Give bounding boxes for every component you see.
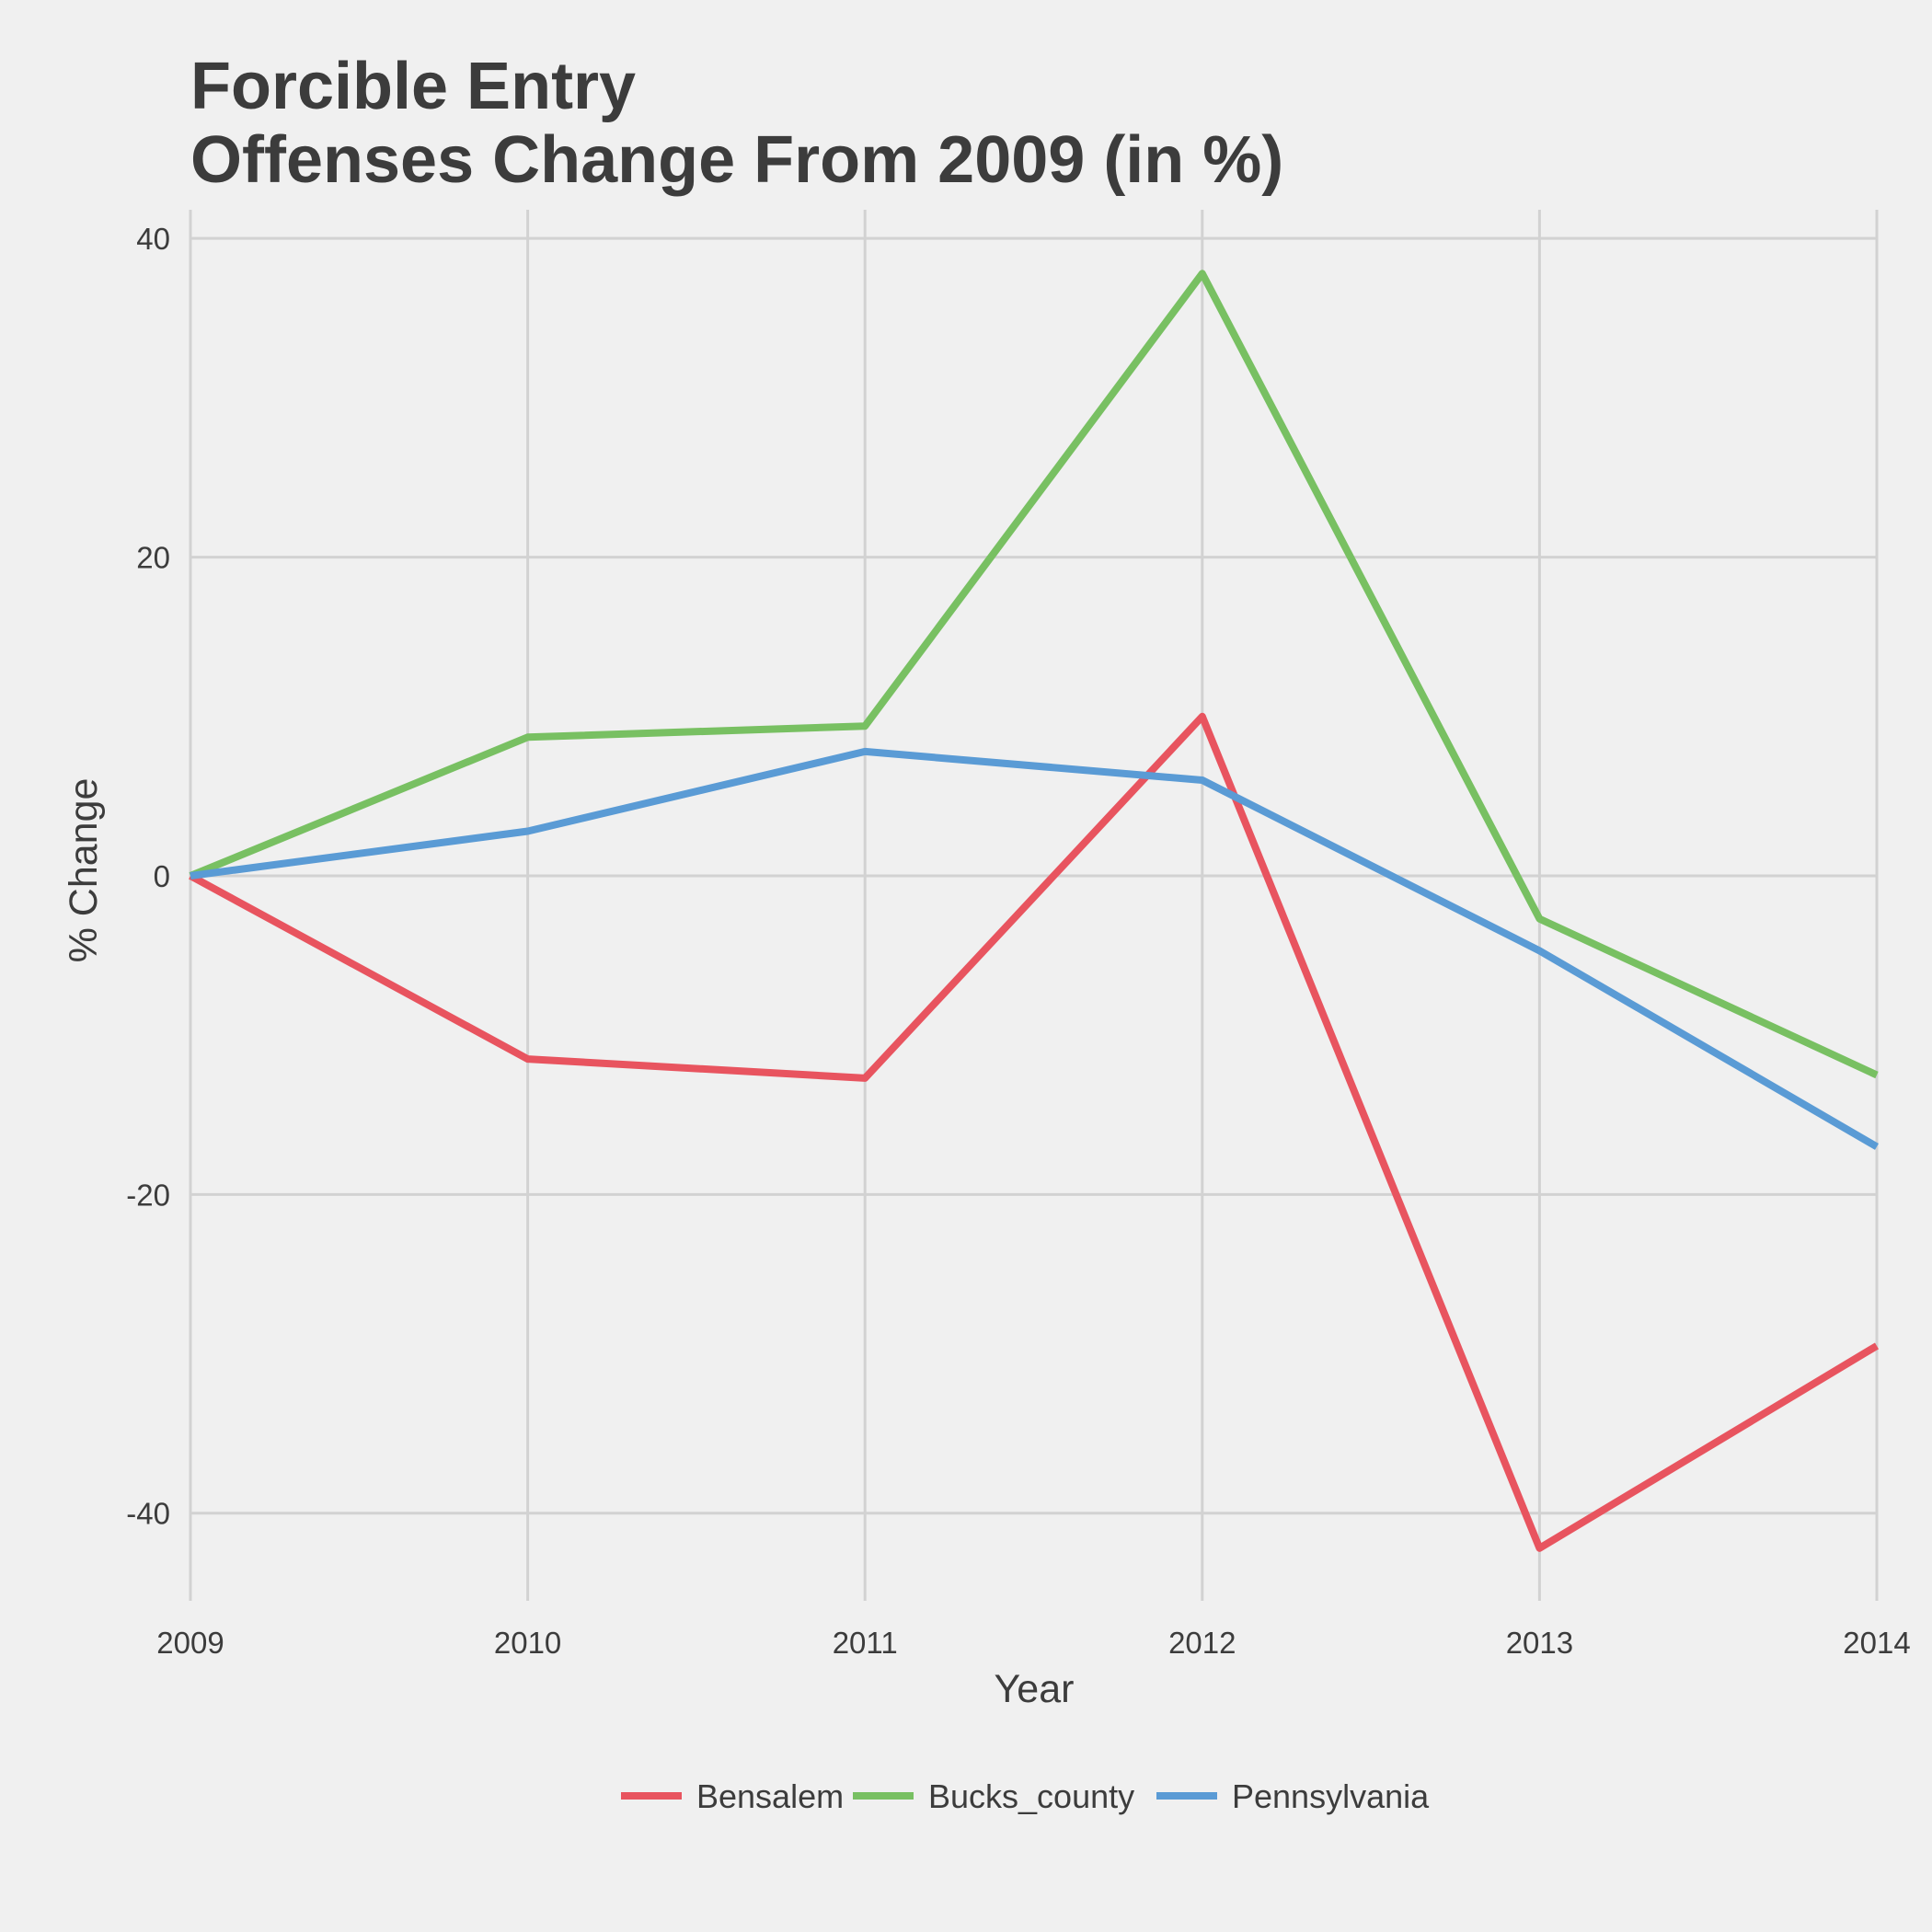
legend-item: Pennsylvania <box>1156 1777 1430 1815</box>
legend-item: Bensalem <box>621 1777 844 1815</box>
series-line-bensalem <box>189 712 1880 1552</box>
y-tick-label: -20 <box>126 1178 170 1212</box>
legend-item: Bucks_county <box>853 1777 1134 1815</box>
x-axis-ticks: 2009 2010 2011 2012 2013 2014 <box>156 1626 1910 1660</box>
series-line-bucks-county <box>189 270 1879 1079</box>
y-axis-ticks: -40 -20 0 20 40 <box>126 222 170 1531</box>
y-tick-label: 0 <box>154 859 170 893</box>
series-lines <box>189 270 1880 1552</box>
y-tick-label: -40 <box>126 1497 170 1531</box>
x-tick-label: 2010 <box>494 1626 561 1660</box>
legend: Bensalem Bucks_county Pennsylvania <box>621 1777 1430 1815</box>
chart-title-line-1: Forcible Entry <box>190 50 636 123</box>
x-tick-label: 2014 <box>1843 1626 1910 1660</box>
chart-title-line-2: Offenses Change From 2009 (in %) <box>190 123 1283 197</box>
series-line-pennsylvania <box>190 747 1880 1150</box>
legend-label: Bucks_county <box>928 1777 1134 1815</box>
x-axis-title: Year <box>995 1667 1075 1711</box>
y-tick-label: 40 <box>136 222 170 256</box>
x-tick-label: 2013 <box>1506 1626 1573 1660</box>
x-tick-label: 2012 <box>1168 1626 1236 1660</box>
y-axis-title: % Change <box>62 778 106 963</box>
y-tick-label: 20 <box>136 541 170 575</box>
x-tick-label: 2009 <box>156 1626 224 1660</box>
grid <box>189 210 1879 1601</box>
x-tick-label: 2011 <box>833 1626 898 1660</box>
legend-label: Pennsylvania <box>1232 1777 1430 1815</box>
legend-label: Bensalem <box>696 1777 844 1815</box>
